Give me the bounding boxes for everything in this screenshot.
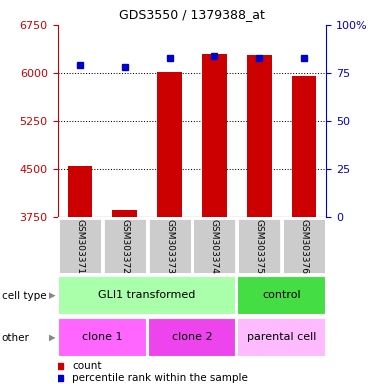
- Bar: [237, 276, 326, 315]
- Text: GSM303372: GSM303372: [120, 219, 129, 273]
- Text: GSM303375: GSM303375: [255, 219, 264, 274]
- Bar: [68, 166, 92, 217]
- Bar: [112, 210, 137, 217]
- Text: GSM303374: GSM303374: [210, 219, 219, 273]
- Text: count: count: [72, 361, 102, 371]
- Text: percentile rank within the sample: percentile rank within the sample: [72, 373, 248, 383]
- Bar: [292, 76, 316, 217]
- Bar: [237, 217, 281, 274]
- Text: control: control: [262, 290, 301, 300]
- Bar: [237, 318, 326, 358]
- Bar: [58, 318, 147, 358]
- Bar: [58, 276, 236, 315]
- Text: GSM303376: GSM303376: [299, 219, 309, 274]
- Text: GSM303373: GSM303373: [165, 219, 174, 274]
- Bar: [58, 217, 102, 274]
- Text: clone 2: clone 2: [172, 332, 212, 342]
- Bar: [247, 55, 272, 217]
- Bar: [193, 217, 236, 274]
- Text: parental cell: parental cell: [247, 332, 316, 342]
- Bar: [103, 217, 147, 274]
- Bar: [282, 217, 326, 274]
- Text: GLI1 transformed: GLI1 transformed: [98, 290, 196, 300]
- Bar: [148, 318, 236, 358]
- Text: GSM303371: GSM303371: [75, 219, 85, 274]
- Text: cell type: cell type: [2, 291, 46, 301]
- Text: other: other: [2, 333, 30, 343]
- Bar: [202, 54, 227, 217]
- Bar: [157, 72, 182, 217]
- Bar: [148, 217, 191, 274]
- Text: clone 1: clone 1: [82, 332, 122, 342]
- Title: GDS3550 / 1379388_at: GDS3550 / 1379388_at: [119, 8, 265, 21]
